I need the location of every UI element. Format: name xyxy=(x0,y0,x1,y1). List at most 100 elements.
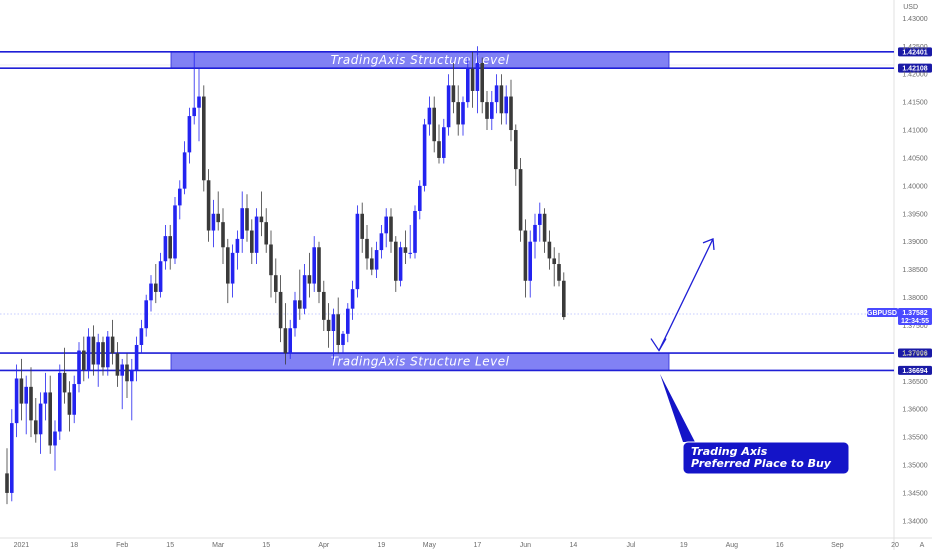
candle-body xyxy=(451,85,456,103)
candle-body xyxy=(230,252,235,284)
price-tick-label: 1.36000 xyxy=(902,407,927,414)
candle-body xyxy=(322,291,326,320)
candle-76 xyxy=(365,224,369,270)
candle-body xyxy=(427,107,432,125)
candle-body xyxy=(38,403,43,435)
candle-112 xyxy=(538,202,542,242)
candle-80 xyxy=(384,208,388,248)
candle-78 xyxy=(374,241,379,278)
candle-body xyxy=(264,222,268,245)
candle-body xyxy=(182,152,187,189)
candle-16 xyxy=(77,342,81,393)
auto-scale-toggle[interactable]: A xyxy=(920,542,925,549)
candle-18 xyxy=(86,328,91,379)
candle-107 xyxy=(514,124,518,186)
candle-body xyxy=(5,473,9,493)
time-tick-label: Jun xyxy=(520,542,531,549)
candle-94 xyxy=(451,63,456,114)
price-tick-label: 1.35500 xyxy=(902,435,927,442)
candle-75 xyxy=(360,202,364,253)
candle-111 xyxy=(533,213,537,259)
candle-23 xyxy=(110,319,115,365)
time-tick-label: 20 xyxy=(891,542,899,549)
candle-5 xyxy=(24,375,28,435)
candle-95 xyxy=(456,85,460,136)
candle-body xyxy=(134,344,139,371)
candle-body xyxy=(307,275,312,284)
candle-body xyxy=(528,241,532,281)
candle-34 xyxy=(163,224,168,270)
candle-body xyxy=(58,372,62,432)
candle-17 xyxy=(82,336,86,382)
candle-body xyxy=(259,216,264,223)
last-price-tag-bg xyxy=(898,308,932,325)
candle-52 xyxy=(250,219,254,265)
price-tick-label: 1.42000 xyxy=(902,72,927,79)
candle-10 xyxy=(48,375,52,454)
candle-14 xyxy=(67,381,72,432)
price-tick-label: 1.41500 xyxy=(902,100,927,107)
candle-body xyxy=(298,300,302,309)
candle-47 xyxy=(226,238,230,304)
candle-97 xyxy=(466,57,470,108)
candle-body xyxy=(101,342,105,368)
candle-79 xyxy=(379,224,384,259)
candle-body xyxy=(106,336,110,368)
candle-59 xyxy=(283,303,288,365)
candle-33 xyxy=(158,252,163,298)
candle-39 xyxy=(187,107,192,164)
level-tag-label-3: 1.37006 xyxy=(902,351,927,358)
candle-body xyxy=(413,210,417,253)
candle-25 xyxy=(120,358,124,410)
candle-body xyxy=(494,85,499,103)
time-axis: 2021 18 Feb 15 Mar 15 Apr 19 May 17 Jun 14 Jul 19 Aug 1… xyxy=(14,542,899,549)
candle-body xyxy=(192,107,196,117)
level-tag-label-1: 1.42401 xyxy=(902,49,927,56)
candle-body xyxy=(269,244,273,276)
candle-27 xyxy=(130,358,134,421)
candle-81 xyxy=(389,208,393,253)
time-tick-label: 17 xyxy=(474,542,482,549)
candle-body xyxy=(163,236,168,262)
candle-body xyxy=(144,300,148,329)
candle-body xyxy=(19,378,24,404)
price-tick-label: 1.39000 xyxy=(902,239,927,246)
candle-102 xyxy=(490,90,494,131)
candle-body xyxy=(389,216,393,242)
candle-body xyxy=(403,247,408,253)
callout-box xyxy=(682,441,850,475)
candle-body xyxy=(350,289,355,309)
symbol-tag: GBPUSD xyxy=(867,310,897,317)
candle-body xyxy=(211,213,216,231)
candle-body xyxy=(523,230,528,281)
candle-body xyxy=(72,384,76,415)
candle-12 xyxy=(58,364,62,440)
candle-body xyxy=(538,213,542,225)
candle-98 xyxy=(470,51,475,108)
candle-92 xyxy=(442,118,446,164)
time-tick-label: 16 xyxy=(776,542,784,549)
candle-64 xyxy=(307,252,312,298)
candle-21 xyxy=(101,336,105,376)
candle-116 xyxy=(557,252,561,287)
candle-body xyxy=(547,241,552,259)
price-tick-label: 1.43000 xyxy=(902,16,927,23)
candle-body xyxy=(278,291,283,329)
candle-body xyxy=(149,283,153,301)
time-tick-label: 2021 xyxy=(14,542,30,549)
candle-body xyxy=(34,420,38,435)
candle-body xyxy=(91,336,96,365)
candle-body xyxy=(115,353,120,376)
candle-body xyxy=(240,208,244,239)
candle-3 xyxy=(14,364,19,438)
candle-2 xyxy=(10,409,14,502)
candle-60 xyxy=(288,319,292,359)
candle-19 xyxy=(91,325,96,376)
candle-body xyxy=(341,333,345,345)
time-tick-label: Jul xyxy=(627,542,636,549)
candle-62 xyxy=(298,269,302,320)
candle-104 xyxy=(499,74,504,125)
candle-66 xyxy=(317,241,321,304)
